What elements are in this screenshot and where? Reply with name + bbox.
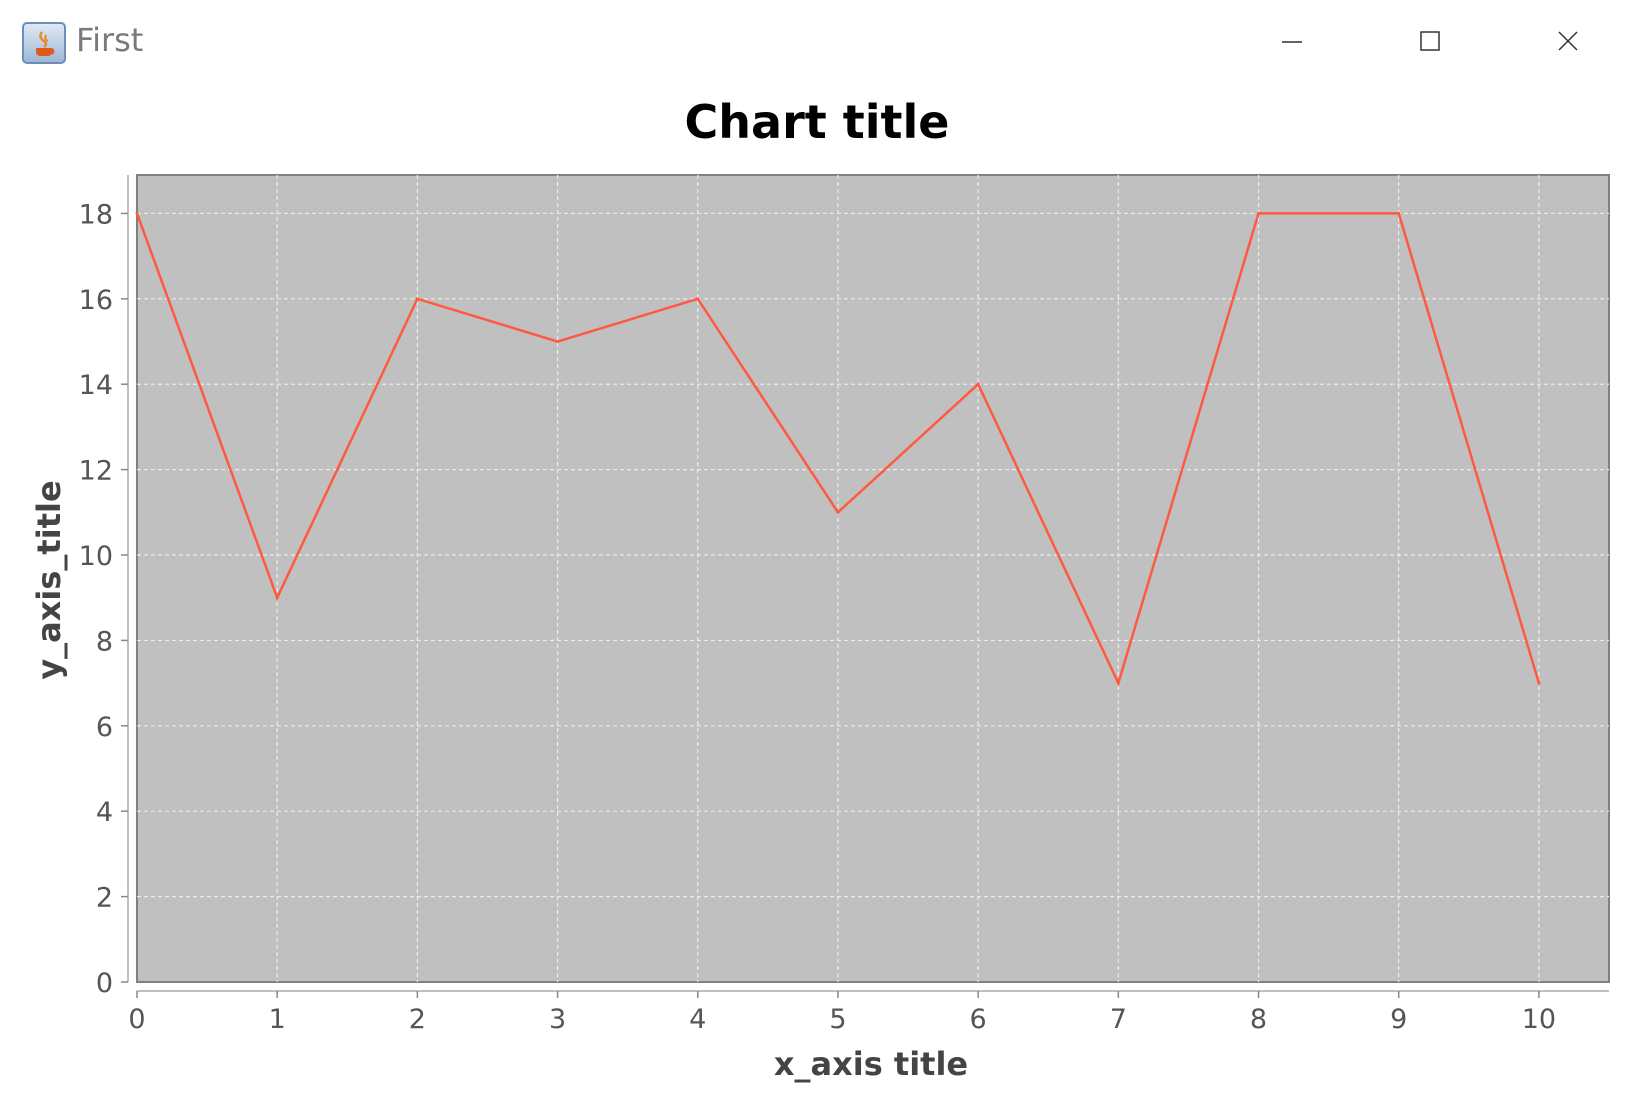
data-point (1116, 681, 1120, 685)
x-tick-label: 2 (409, 1004, 426, 1035)
y-tick-label: 12 (79, 456, 113, 487)
data-point (976, 382, 980, 386)
x-tick-label: 3 (549, 1004, 566, 1035)
y-tick-label: 10 (79, 541, 113, 572)
y-tick-label: 18 (79, 199, 113, 230)
x-tick-label: 7 (1110, 1004, 1127, 1035)
maximize-icon (1420, 31, 1440, 51)
y-tick-label: 8 (96, 626, 113, 657)
x-tick-label: 0 (128, 1004, 145, 1035)
y-tick-label: 2 (96, 883, 113, 914)
y-tick-label: 16 (79, 285, 113, 316)
close-icon (1558, 31, 1578, 51)
x-tick-label: 9 (1390, 1004, 1407, 1035)
window-title: First (76, 21, 144, 59)
close-button[interactable] (1538, 14, 1598, 70)
data-point (556, 340, 560, 344)
java-cup-glyph (36, 31, 55, 56)
java-app-icon (22, 22, 66, 64)
x-tick-label: 5 (829, 1004, 846, 1035)
data-point (1537, 681, 1541, 685)
x-axis-label: x_axis title (774, 1045, 968, 1083)
data-point (1257, 211, 1261, 215)
series (135, 211, 1541, 687)
axes (127, 175, 1609, 992)
data-point (415, 297, 419, 301)
data-point (135, 211, 139, 215)
data-point (275, 596, 279, 600)
x-tick-label: 6 (970, 1004, 987, 1035)
data-point (696, 297, 700, 301)
y-tick-label: 6 (96, 712, 113, 743)
y-axis-label: y_axis_title (30, 480, 68, 679)
chart-title: Chart title (685, 95, 950, 149)
x-tick-label: 4 (689, 1004, 706, 1035)
y-tick-label: 14 (79, 370, 113, 401)
plot-background (136, 174, 1610, 983)
x-tick-label: 8 (1250, 1004, 1267, 1035)
title-bar[interactable]: First (0, 0, 1629, 90)
grid-lines (137, 175, 1609, 982)
minimize-button[interactable] (1262, 14, 1322, 70)
data-point (1397, 211, 1401, 215)
data-point (836, 510, 840, 514)
y-tick-label: 4 (96, 797, 113, 828)
plot-area (136, 174, 1610, 983)
x-tick-label: 1 (269, 1004, 286, 1035)
y-tick-label: 0 (96, 968, 113, 999)
minimize-icon (1282, 41, 1302, 43)
x-tick-label: 10 (1522, 1004, 1556, 1035)
maximize-button[interactable] (1400, 14, 1460, 70)
